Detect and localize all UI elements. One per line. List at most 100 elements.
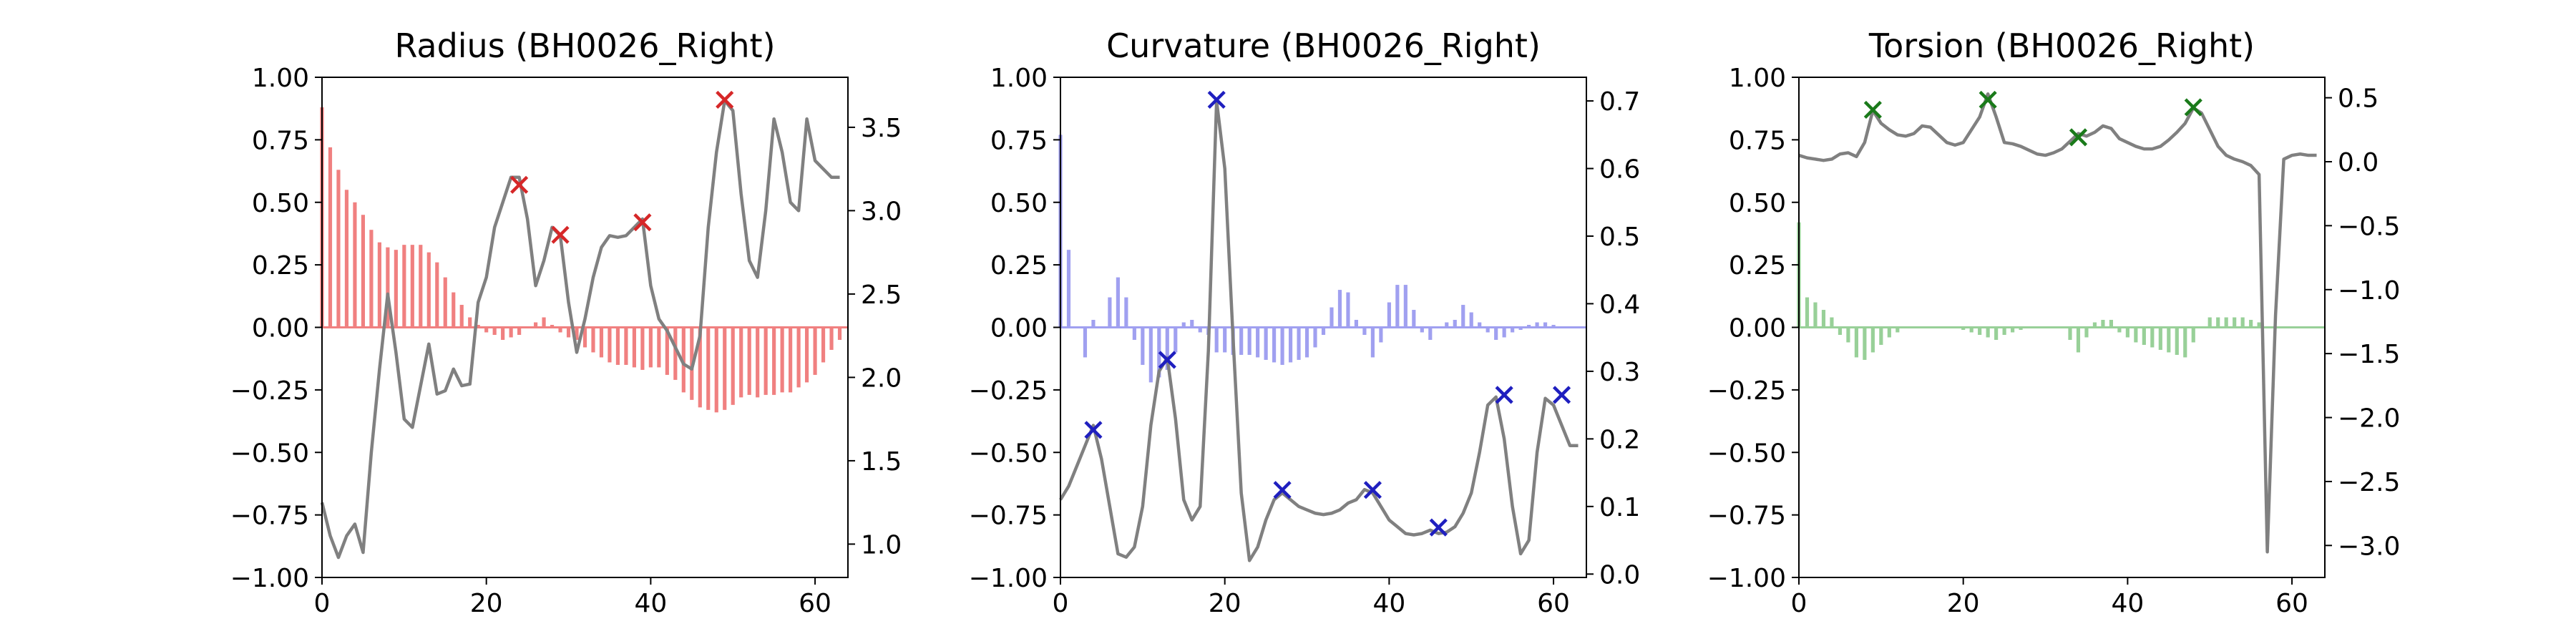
bar — [1535, 322, 1539, 328]
y-tick-label: 1.00 — [1729, 64, 1786, 93]
bar — [394, 250, 398, 328]
bar — [1362, 327, 1367, 335]
bar — [1370, 327, 1375, 358]
bar — [1083, 327, 1088, 358]
y-tick-label: −0.25 — [1707, 376, 1786, 406]
bar — [1879, 327, 1883, 345]
chart-1: 0 20 40 60 −1.00 −0.75 −0.50 −0.25 0.00 0.25 0.50 0… — [969, 26, 1641, 618]
bar — [2117, 327, 2122, 333]
bar — [763, 327, 768, 395]
bar — [599, 327, 604, 358]
y2-tick-label: 3.0 — [861, 197, 902, 226]
bar — [1805, 297, 1810, 328]
bar — [2134, 327, 2138, 343]
bar — [1387, 302, 1391, 328]
bar — [484, 327, 489, 333]
bar — [402, 245, 406, 328]
bar — [2142, 327, 2146, 345]
bar — [632, 327, 636, 368]
y2-tick-label: −2.0 — [2338, 404, 2400, 434]
bar — [1346, 292, 1350, 328]
bar — [1116, 277, 1120, 328]
bar — [624, 327, 628, 365]
bar — [386, 247, 390, 328]
bar — [1428, 327, 1433, 340]
x-tick-label: 40 — [634, 589, 667, 618]
bar — [575, 327, 579, 340]
bar — [1272, 327, 1277, 363]
x-tick-label: 40 — [1372, 589, 1405, 618]
bar — [1445, 322, 1449, 328]
bar — [714, 327, 718, 413]
bar — [756, 327, 760, 398]
bar — [2240, 317, 2245, 328]
bar — [1518, 327, 1523, 330]
bar — [1485, 327, 1490, 333]
marker — [1552, 386, 1571, 404]
bar — [452, 292, 456, 328]
y2-tick-label: 0.0 — [2338, 148, 2379, 177]
y-tick-label: 0.50 — [990, 189, 1048, 218]
series-line — [320, 99, 840, 560]
bar — [1066, 250, 1071, 328]
bar — [657, 327, 661, 368]
bar — [1478, 322, 1482, 328]
bar — [1239, 327, 1244, 355]
bar — [648, 327, 653, 368]
bar — [336, 170, 341, 328]
y-tick-label: −0.25 — [230, 376, 309, 406]
marker — [1273, 481, 1292, 499]
bar — [739, 327, 743, 398]
bar — [1854, 327, 1858, 358]
y-tick-label: 0.75 — [990, 126, 1048, 155]
x-tick-label: 60 — [2275, 589, 2308, 618]
y2-tick-label: 0.5 — [2338, 84, 2379, 114]
x-tick-label: 20 — [1947, 589, 1980, 618]
bar — [1986, 327, 1990, 338]
marker — [1207, 90, 1226, 109]
marker — [2069, 128, 2088, 147]
bar — [1469, 312, 1473, 328]
y-tick-label: 0.00 — [252, 314, 309, 343]
y2-tick-label: 1.0 — [861, 530, 902, 560]
bar — [1280, 327, 1284, 365]
y2-tick-label: −3.0 — [2338, 532, 2400, 561]
chart-title: Torsion (BH0026_Right) — [1868, 26, 2255, 65]
bar — [1330, 307, 1334, 328]
bar — [1288, 327, 1293, 363]
y2-tick-label: −1.0 — [2338, 276, 2400, 306]
bar — [1141, 327, 1145, 365]
bar — [582, 327, 587, 348]
bar — [2158, 327, 2162, 350]
bar — [2224, 317, 2228, 328]
bar — [1214, 327, 1219, 353]
bar — [747, 327, 751, 395]
bar — [443, 277, 447, 328]
bar — [665, 327, 669, 375]
bar — [2183, 327, 2187, 358]
bar — [2068, 327, 2072, 340]
bar — [821, 327, 826, 363]
y2-tick-label: 0.1 — [1599, 493, 1640, 522]
y2-tick-label: 0.5 — [1599, 223, 1640, 252]
bar — [2216, 317, 2220, 328]
marker — [1495, 386, 1513, 404]
bar — [673, 327, 678, 380]
bar — [2084, 327, 2089, 338]
marker — [1363, 481, 1382, 499]
marker — [551, 225, 570, 244]
x-tick-label: 60 — [1537, 589, 1570, 618]
bar — [1256, 327, 1260, 358]
bar — [2249, 320, 2253, 328]
y-tick-label: 0.75 — [1729, 126, 1786, 155]
bar — [2167, 327, 2171, 353]
y-tick-label: −0.75 — [1707, 502, 1786, 531]
x-tick-label: 20 — [1209, 589, 1241, 618]
bar — [608, 327, 612, 363]
bar — [369, 230, 374, 328]
bar — [1354, 320, 1359, 328]
bar — [1174, 327, 1178, 353]
bar — [1543, 322, 1548, 328]
x-tick-label: 0 — [1791, 589, 1807, 618]
